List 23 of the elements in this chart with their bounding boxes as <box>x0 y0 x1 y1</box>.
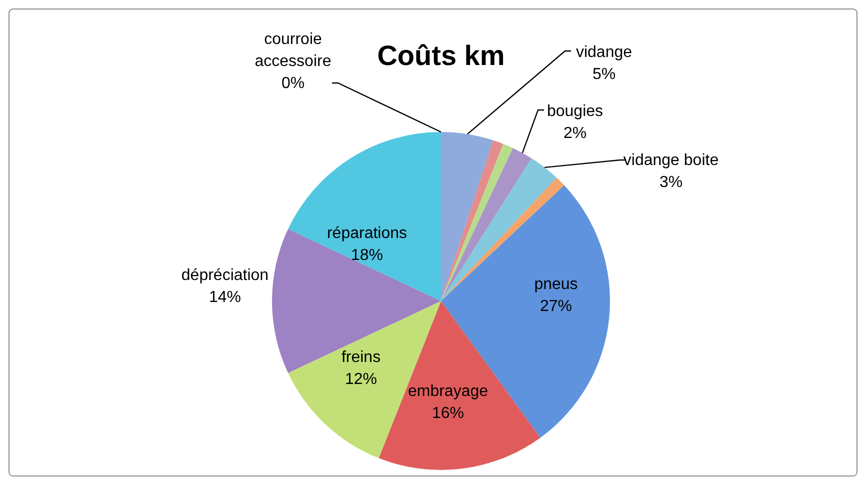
slice-label: vidange <box>576 44 632 61</box>
slice-label: pneus <box>534 276 578 293</box>
data-label: 14% <box>208 289 242 306</box>
slice-label: vidange boite <box>623 152 719 169</box>
data-label: 2% <box>563 125 587 142</box>
text: 0% <box>281 75 305 92</box>
slice-label: bougies <box>546 103 604 120</box>
data-label: 18% <box>350 247 384 264</box>
pie-slice <box>288 132 441 301</box>
slice-label: freins <box>341 349 381 366</box>
data-label: 3% <box>659 174 683 191</box>
pie-slice <box>441 132 494 301</box>
data-label: 5% <box>592 66 616 83</box>
slice-label: réparations <box>326 225 408 242</box>
data-label: 27% <box>540 298 572 315</box>
slice-label: embrayage <box>408 383 488 400</box>
pie-slice <box>441 148 532 301</box>
data-label: 16% <box>432 405 464 422</box>
pie-slice <box>378 301 540 470</box>
chart-title: Coûts km <box>377 40 505 71</box>
data-label: 12% <box>344 371 378 388</box>
category-label: courroie accessoire <box>254 31 332 70</box>
slice-label: dépréciation <box>181 267 269 284</box>
